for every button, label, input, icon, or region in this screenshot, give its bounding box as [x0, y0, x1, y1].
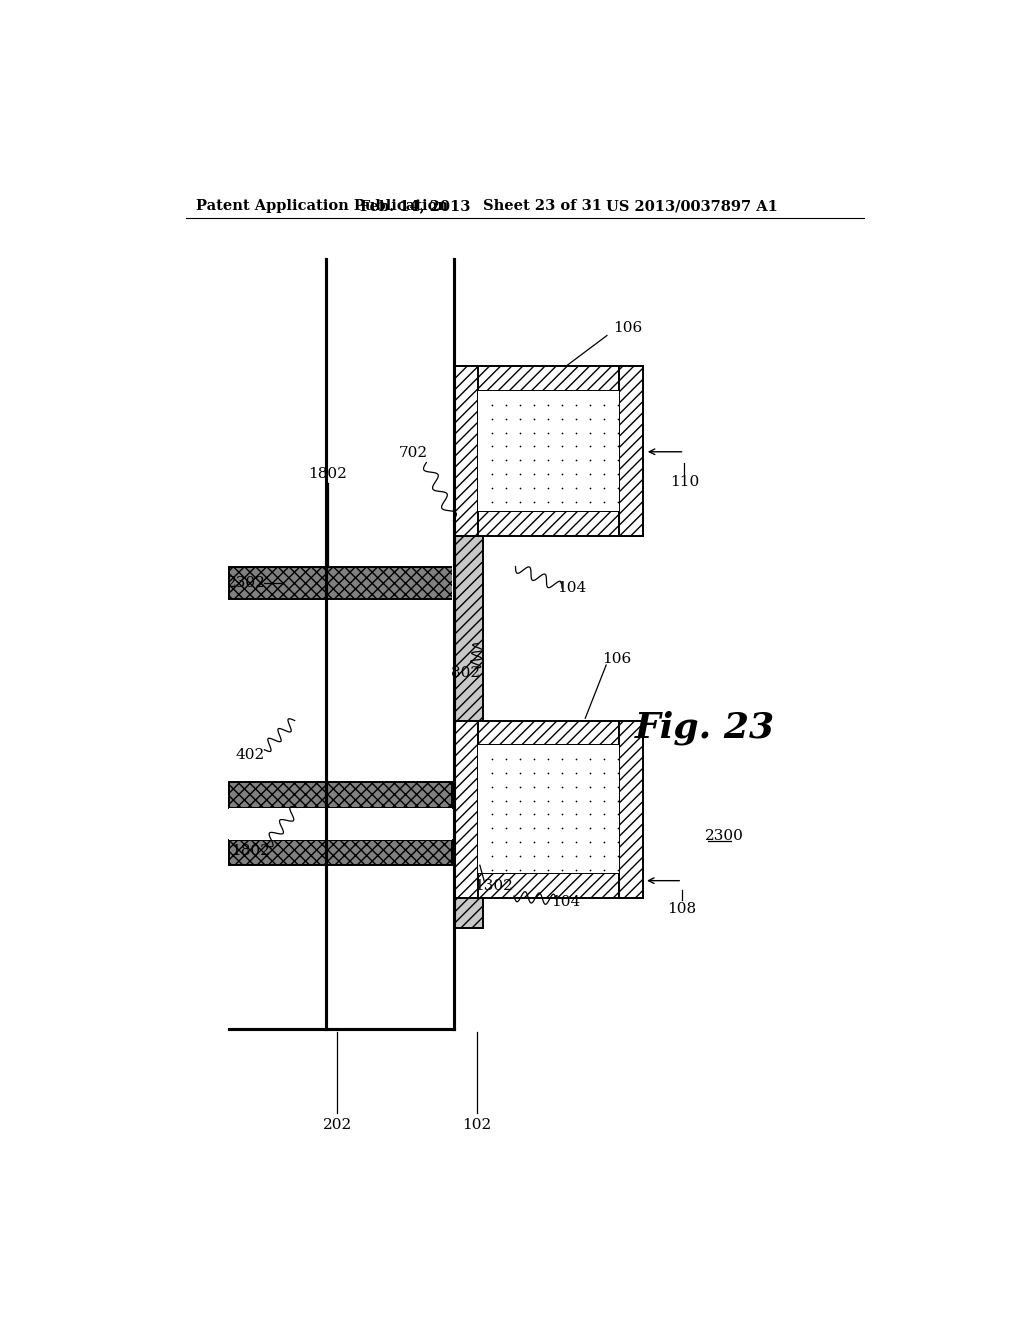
Bar [228, 566, 454, 599]
Text: 2302: 2302 [227, 577, 266, 590]
Bar [454, 536, 483, 928]
Text: Fig. 23: Fig. 23 [635, 711, 775, 746]
Text: 1302: 1302 [474, 879, 513, 894]
Bar [454, 721, 643, 744]
Text: 1802: 1802 [308, 467, 347, 480]
Text: 106: 106 [602, 652, 631, 665]
Bar [454, 367, 643, 391]
Bar [454, 721, 478, 898]
Text: 202: 202 [323, 1118, 352, 1131]
Text: 104: 104 [557, 581, 587, 595]
Text: US 2013/0037897 A1: US 2013/0037897 A1 [606, 199, 778, 213]
Bar [454, 873, 643, 898]
Text: Feb. 14, 2013: Feb. 14, 2013 [359, 199, 470, 213]
Text: 110: 110 [670, 475, 699, 488]
Text: 106: 106 [613, 321, 642, 335]
Text: Patent Application Publication: Patent Application Publication [197, 199, 449, 213]
Text: 802: 802 [452, 665, 480, 680]
Bar [228, 840, 452, 866]
Text: 702: 702 [398, 446, 428, 459]
Text: 402: 402 [236, 748, 265, 762]
Text: 104: 104 [551, 895, 581, 909]
Bar [454, 511, 643, 536]
Text: 1802: 1802 [231, 845, 270, 858]
Text: 108: 108 [668, 902, 696, 916]
Bar [452, 536, 455, 705]
Bar [228, 781, 452, 808]
Text: 2300: 2300 [706, 829, 744, 843]
Text: Sheet 23 of 31: Sheet 23 of 31 [483, 199, 602, 213]
Text: 102: 102 [462, 1118, 492, 1131]
Bar [618, 367, 643, 536]
Bar [228, 808, 452, 840]
Bar [478, 391, 618, 511]
Bar [478, 744, 618, 873]
Bar [454, 367, 478, 536]
Bar [618, 721, 643, 898]
